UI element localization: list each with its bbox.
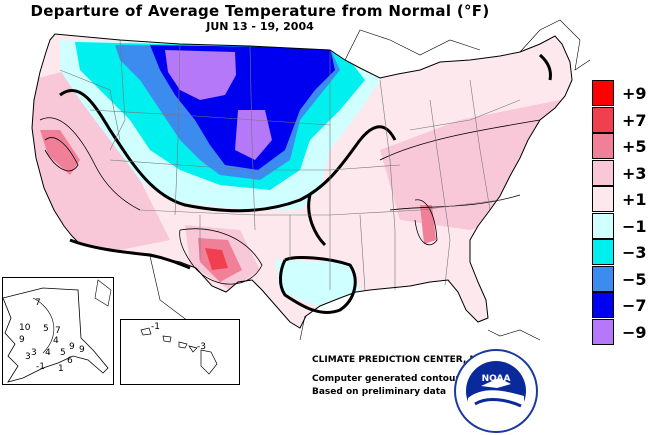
alaska-inset: 7 10 9 5 7 4 3 4 5 6 -1 1 9 9 3 — [2, 277, 114, 385]
legend-item: −7 — [592, 292, 652, 319]
alaska-outline-icon — [2, 279, 112, 383]
color-legend: +9 +7 +5 +3 +1 −1 −3 −5 −7 −9 — [592, 80, 652, 345]
legend-item: −3 — [592, 239, 652, 266]
alaska-label: -1 — [36, 362, 45, 372]
legend-swatch — [592, 106, 614, 133]
legend-swatch — [592, 133, 614, 159]
legend-swatch — [592, 159, 614, 186]
alaska-label: 6 — [67, 356, 73, 366]
legend-label: −9 — [622, 322, 647, 342]
legend-swatch — [592, 318, 614, 345]
legend-swatch — [592, 239, 614, 265]
legend-item: +5 — [592, 133, 652, 160]
alaska-label: 1 — [58, 364, 64, 374]
legend-item: −5 — [592, 265, 652, 293]
legend-item: −1 — [592, 212, 652, 240]
alaska-label: 9 — [19, 335, 25, 345]
legend-item: −9 — [592, 318, 652, 346]
legend-label: −1 — [622, 216, 647, 236]
legend-label: −3 — [622, 243, 647, 262]
alaska-label: 4 — [45, 348, 51, 358]
map-subtitle: JUN 13 - 19, 2004 — [206, 20, 314, 33]
credits-org: CLIMATE PREDICTION CENTER, NOAA — [312, 355, 499, 365]
hawaii-label: -1 — [151, 322, 160, 332]
legend-label: +3 — [622, 163, 647, 183]
alaska-label: 4 — [53, 336, 59, 346]
hawaii-islands-icon — [140, 327, 218, 375]
alaska-label: 3 — [25, 352, 31, 362]
noaa-logo-text: NOAA — [482, 374, 511, 384]
legend-label: −5 — [622, 269, 647, 289]
legend-item: +3 — [592, 159, 652, 187]
credits-line2: Based on preliminary data — [312, 387, 447, 397]
legend-label: +7 — [622, 110, 647, 130]
legend-swatch — [592, 292, 614, 318]
alaska-label: 5 — [43, 324, 49, 334]
alaska-label: 9 — [69, 342, 75, 352]
legend-label: +5 — [622, 137, 647, 156]
legend-item: +1 — [592, 186, 652, 213]
credits-block: CLIMATE PREDICTION CENTER, NOAA Computer… — [312, 354, 498, 399]
noaa-logo-icon: NOAA — [454, 349, 538, 433]
alaska-label: 7 — [55, 326, 61, 336]
legend-label: +9 — [622, 84, 647, 103]
legend-swatch — [592, 265, 614, 292]
alaska-label: 9 — [79, 345, 85, 355]
legend-swatch — [592, 186, 614, 212]
credits-line1: Computer generated contours — [312, 374, 466, 384]
legend-item: +7 — [592, 106, 652, 134]
hawaii-label: -3 — [197, 342, 206, 352]
hawaii-inset: -1 -3 — [120, 319, 240, 385]
map-title: Departure of Average Temperature from No… — [30, 2, 490, 20]
alaska-label: 3 — [31, 348, 37, 358]
alaska-label: 5 — [60, 348, 66, 358]
legend-label: −7 — [622, 296, 647, 315]
legend-swatch — [592, 212, 614, 239]
legend-swatch — [592, 80, 614, 106]
legend-item: +9 — [592, 80, 652, 107]
alaska-label: 7 — [35, 298, 41, 308]
legend-label: +1 — [622, 190, 647, 209]
alaska-label: 10 — [19, 323, 31, 333]
